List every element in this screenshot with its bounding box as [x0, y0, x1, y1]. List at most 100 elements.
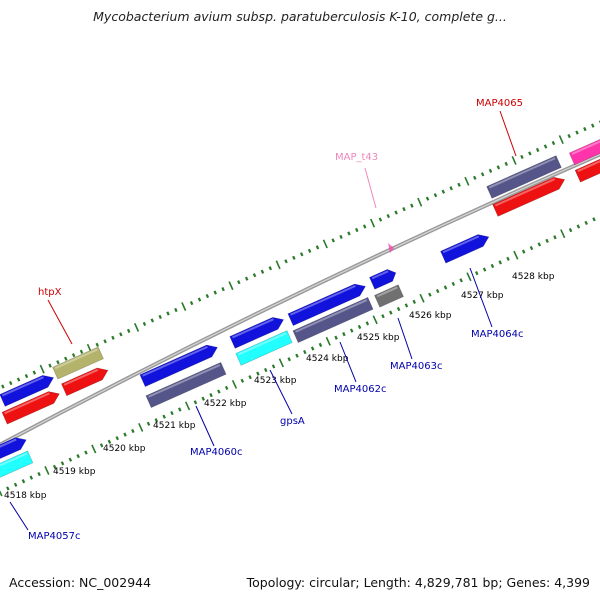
scale-tick-label: 4524 kbp [306, 354, 349, 364]
inner-minor-tick [115, 436, 119, 441]
outer-minor-tick [425, 196, 430, 201]
outer-minor-tick [583, 127, 587, 132]
outer-minor-tick [315, 245, 320, 250]
gene-arrow-red[interactable] [61, 364, 110, 397]
inner-minor-tick [568, 228, 573, 233]
outer-minor-tick [119, 332, 123, 337]
gene-arrow-map4057c[interactable] [0, 372, 56, 407]
inner-minor-tick [521, 249, 526, 254]
gene-label[interactable]: MAP4063c [390, 361, 442, 372]
inner-minor-tick [592, 217, 596, 222]
outer-minor-tick [111, 335, 115, 340]
outer-major-tick [558, 135, 564, 144]
inner-minor-tick [537, 242, 542, 247]
outer-minor-tick [64, 356, 68, 361]
trna-marker[interactable] [388, 243, 394, 253]
gene-arrow-gpsa-a[interactable] [229, 314, 286, 349]
gene-label[interactable]: MAP4060c [190, 447, 242, 458]
outer-minor-tick [221, 287, 225, 292]
outer-minor-tick [543, 144, 548, 149]
gene-arrow-inner-cyan[interactable] [0, 450, 34, 480]
outer-minor-tick [260, 269, 265, 274]
inner-minor-tick [451, 281, 456, 287]
inner-minor-tick [310, 346, 315, 351]
inner-minor-tick [162, 414, 166, 419]
gene-arrow-map4063c[interactable] [374, 284, 404, 308]
gene-label[interactable]: gpsA [280, 416, 305, 427]
gene-arrow-map4060c-a[interactable] [139, 341, 220, 388]
outer-major-tick [511, 155, 517, 165]
inner-minor-tick [13, 482, 18, 487]
gene-arrow-map4062c-a[interactable] [287, 280, 368, 327]
inner-major-tick [560, 229, 566, 239]
outer-minor-tick [473, 175, 477, 180]
genome-summary: Topology: circular; Length: 4,829,781 bp… [246, 575, 590, 590]
outer-minor-tick [433, 193, 438, 198]
outer-minor-tick [520, 154, 524, 160]
gene-label[interactable]: MAP4064c [471, 329, 523, 340]
scale-tick-label: 4525 kbp [357, 333, 400, 343]
outer-minor-tick [307, 248, 312, 253]
gene-leader-line [397, 317, 413, 360]
inner-minor-tick [475, 271, 479, 276]
gene-leader-line [469, 267, 493, 328]
gene-leader-line [47, 299, 73, 345]
inner-minor-tick [21, 479, 26, 484]
inner-major-tick [91, 444, 97, 454]
inner-tick-track [0, 217, 596, 497]
gene-label[interactable]: MAP_t43 [335, 152, 378, 163]
outer-minor-tick [496, 165, 501, 170]
inner-minor-tick [224, 385, 229, 391]
inner-major-tick [325, 336, 331, 346]
gene-label[interactable]: htpX [38, 287, 62, 298]
outer-major-tick [464, 176, 470, 186]
inner-minor-tick [553, 235, 557, 240]
gene-arrow-map4065-a[interactable] [486, 155, 562, 199]
inner-minor-tick [60, 461, 65, 466]
outer-minor-tick [528, 151, 532, 156]
inner-major-tick [184, 401, 191, 411]
gene-arrow-map4065[interactable] [492, 174, 568, 217]
gene-label[interactable]: MAP4062c [334, 384, 386, 395]
outer-minor-tick [205, 293, 210, 299]
scale-tick-label: 4526 kbp [409, 311, 452, 321]
gene-arrow-gpsa[interactable] [235, 330, 293, 366]
gene-arrow-htpx[interactable] [52, 346, 104, 380]
gene-arrow-magenta[interactable] [568, 134, 600, 166]
gene-arrow-red-right[interactable] [574, 154, 600, 183]
inner-minor-tick [37, 471, 41, 477]
gene-label[interactable]: MAP4057c [28, 531, 80, 542]
inner-minor-tick [76, 454, 80, 459]
inner-major-tick [372, 315, 378, 325]
outer-minor-tick [394, 210, 398, 215]
inner-major-tick [513, 250, 519, 260]
outer-minor-tick [268, 266, 273, 271]
outer-major-tick [181, 302, 187, 311]
inner-minor-tick [389, 310, 393, 315]
inner-minor-tick [178, 407, 182, 412]
gene-arrow-inner-blue[interactable] [0, 434, 29, 463]
outer-minor-tick [339, 234, 343, 240]
gene-arrow-map4062c[interactable] [292, 296, 374, 344]
scale-tick-label: 4522 kbp [204, 399, 247, 409]
inner-minor-tick [217, 389, 221, 394]
gene-arrow-htpx-upstream[interactable] [1, 388, 62, 425]
scale-tick-label: 4528 kbp [512, 272, 555, 282]
inner-minor-tick [576, 224, 581, 229]
outer-minor-tick [16, 377, 21, 382]
outer-minor-tick [504, 161, 508, 166]
gene-label[interactable]: MAP4065 [476, 98, 523, 109]
gene-arrow-map4064c[interactable] [440, 231, 492, 264]
outer-minor-tick [551, 140, 556, 146]
outer-minor-tick [252, 273, 257, 278]
outer-minor-tick [449, 186, 453, 191]
inner-minor-tick [412, 299, 416, 304]
inner-minor-tick [193, 400, 198, 405]
outer-minor-tick [441, 189, 446, 194]
gene-arrow-map4060c-b[interactable] [145, 361, 227, 409]
gene-leader-line [364, 167, 377, 209]
outer-minor-tick [410, 203, 414, 208]
outer-major-tick [39, 364, 45, 374]
gene-arrow-map4063c-a[interactable] [369, 267, 398, 290]
